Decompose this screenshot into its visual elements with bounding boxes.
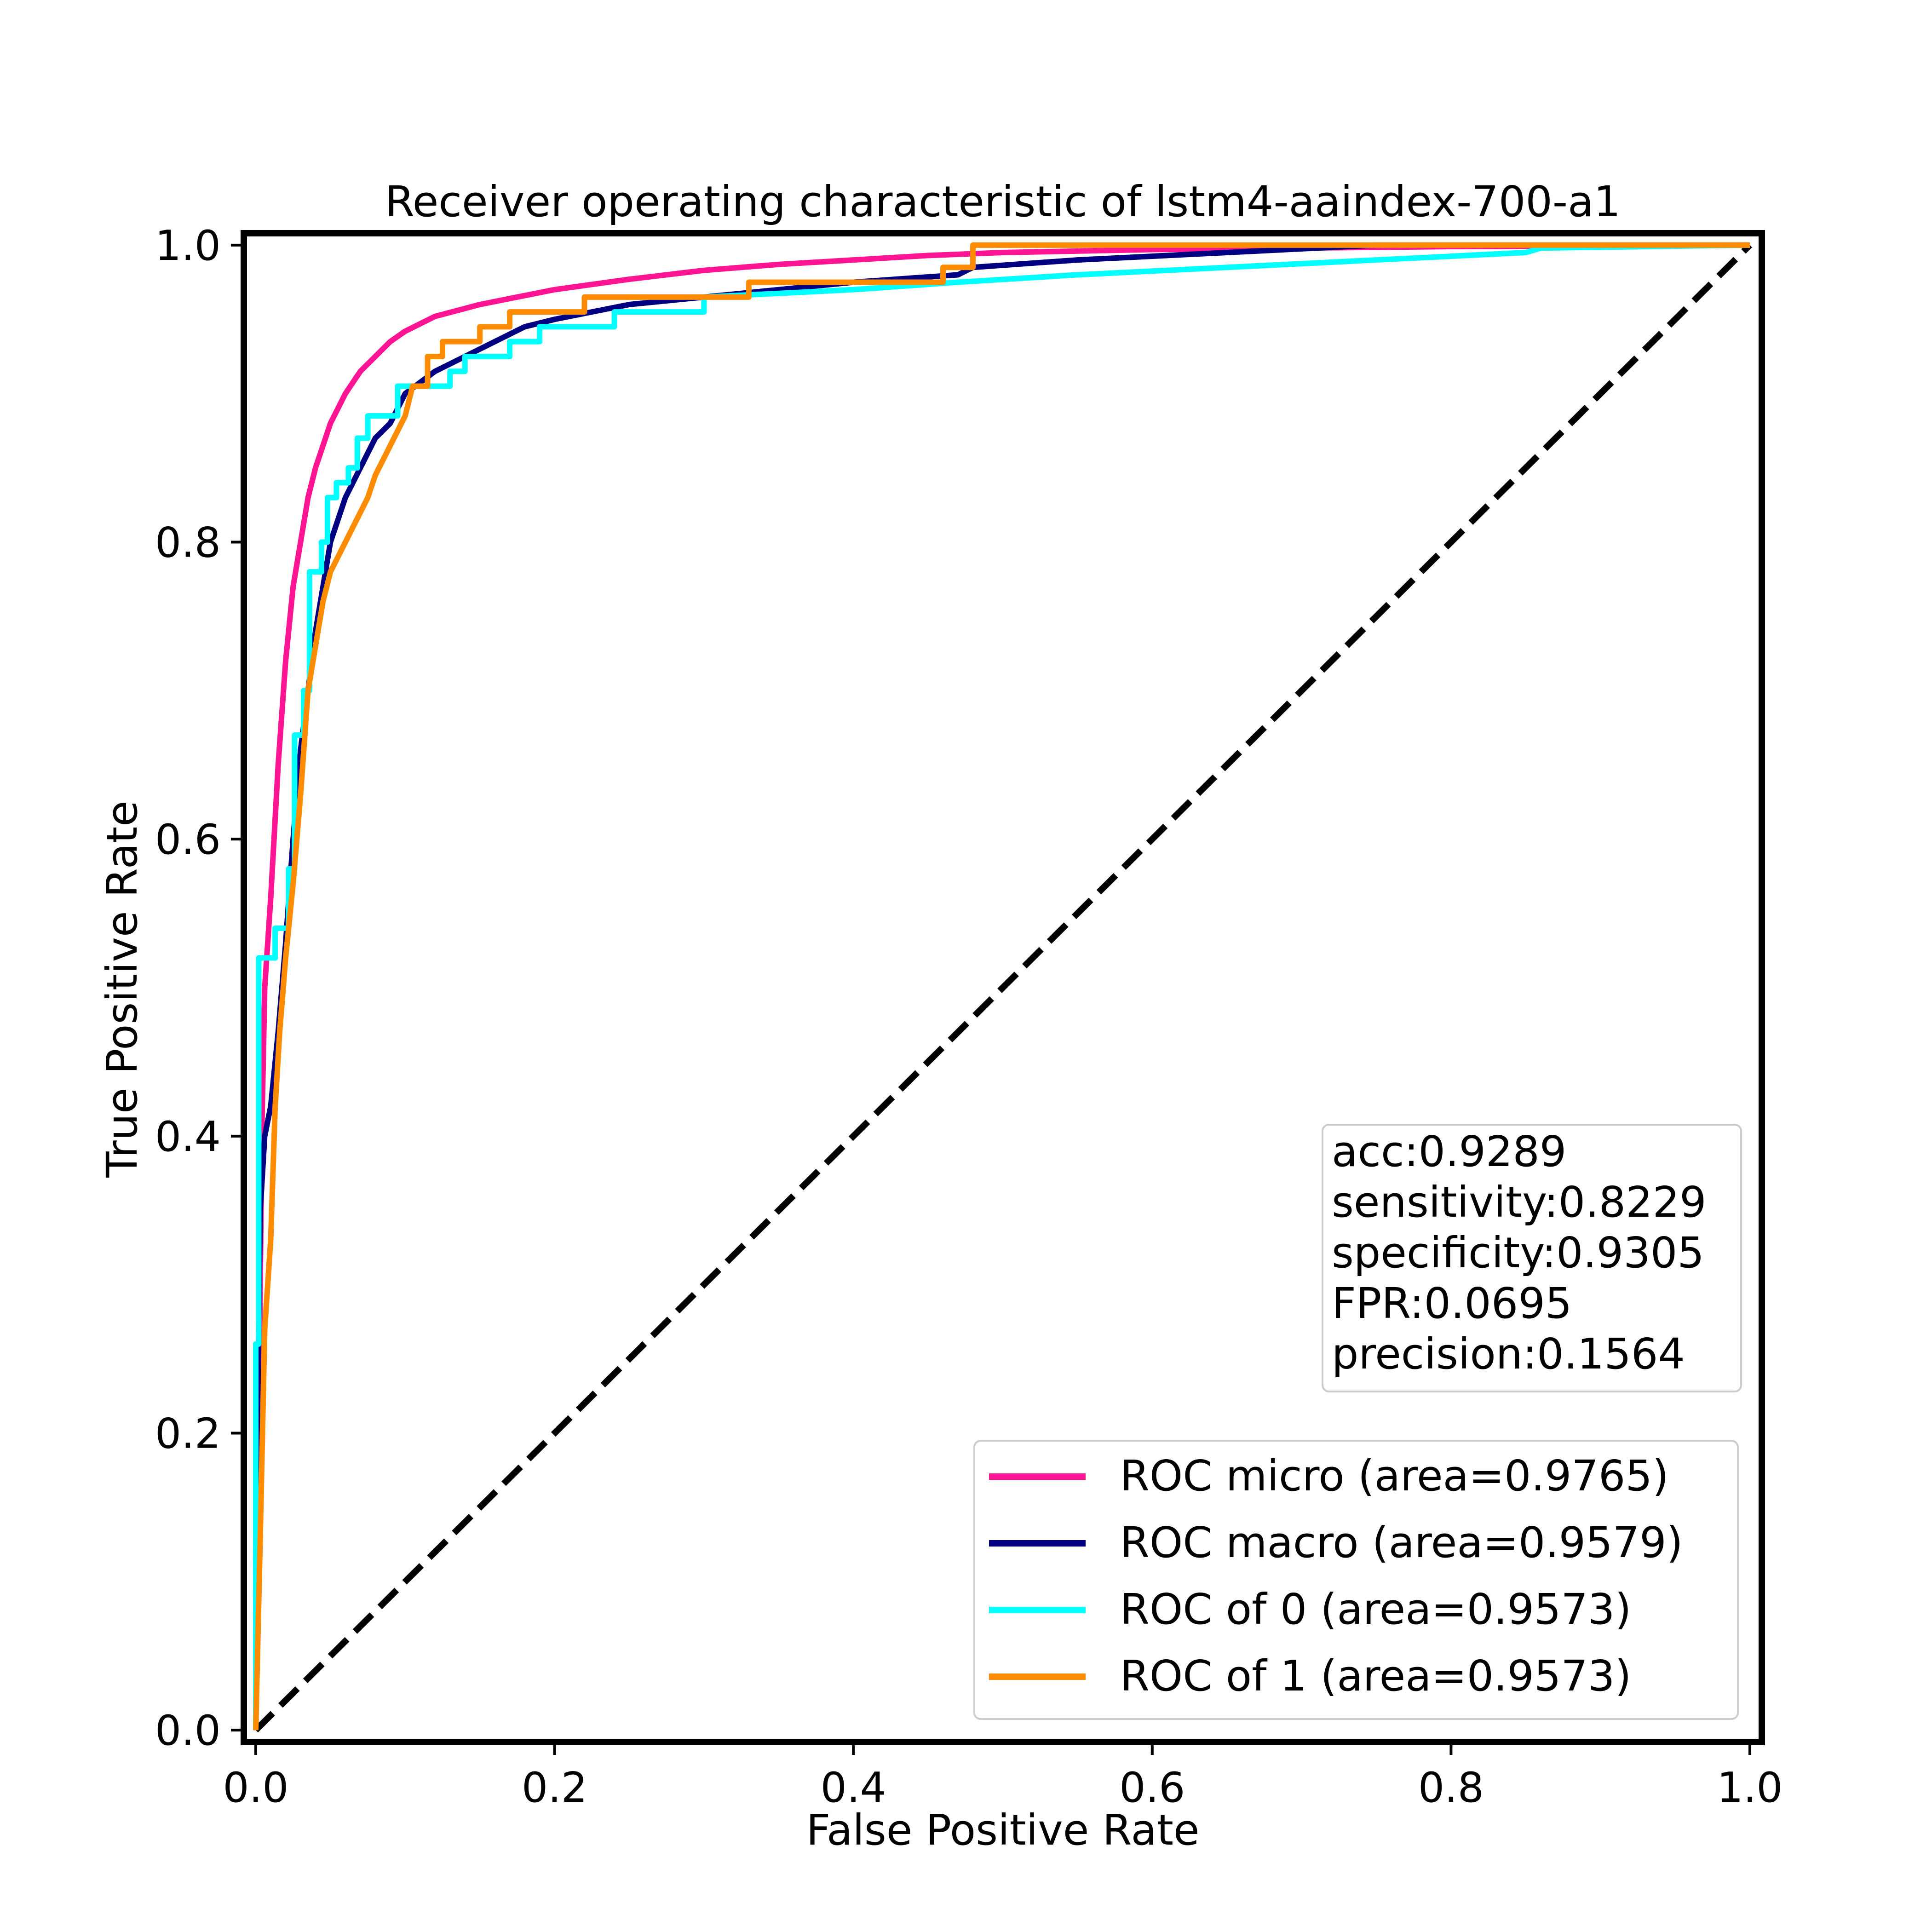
legend-label-macro: ROC macro (area=0.9579) xyxy=(1120,1518,1683,1567)
metric-precision: precision:0.1564 xyxy=(1332,1329,1685,1379)
x-tick-label: 0.8 xyxy=(1418,1764,1484,1812)
axis-ticks: 0.0 0.2 0.4 0.6 0.8 1.0 0.0 0.2 0.4 0.6 0.8 1.0 xyxy=(155,222,1783,1812)
legend-label-class-1: ROC of 1 (area=0.9573) xyxy=(1120,1651,1631,1701)
legend-frame xyxy=(973,1440,1739,1720)
metrics-box-frame xyxy=(1322,1124,1742,1392)
y-axis-label: True Positive Rate xyxy=(98,800,147,1178)
roc-micro-curve xyxy=(253,242,1750,1731)
plot-series xyxy=(253,242,1752,1733)
y-tick-label: 0.6 xyxy=(155,816,221,864)
plot-frame xyxy=(241,230,1765,1745)
legend-label-micro: ROC micro (area=0.9765) xyxy=(1120,1451,1669,1501)
x-tick-label: 0.6 xyxy=(1119,1764,1185,1812)
x-tick-label: 0.0 xyxy=(223,1764,288,1812)
roc-class-1-curve xyxy=(253,242,1750,1731)
y-tick-label: 0.4 xyxy=(155,1113,221,1161)
chance-diagonal-line xyxy=(253,242,1752,1733)
metric-sensitivity: sensitivity:0.8229 xyxy=(1332,1178,1707,1227)
x-tick-label: 0.4 xyxy=(821,1764,886,1812)
x-tick-label: 0.2 xyxy=(522,1764,587,1812)
x-axis-label: False Positive Rate xyxy=(806,1806,1199,1855)
x-tick-label: 1.0 xyxy=(1717,1764,1782,1812)
metrics-box: acc:0.9289 sensitivity:0.8229 specificit… xyxy=(1322,1124,1742,1392)
metric-acc: acc:0.9289 xyxy=(1332,1127,1566,1176)
chart-title: Receiver operating characteristic of lst… xyxy=(385,177,1621,226)
y-tick-label: 0.2 xyxy=(155,1410,221,1458)
y-tick-label: 0.8 xyxy=(155,518,221,567)
legend-label-class-0: ROC of 0 (area=0.9573) xyxy=(1120,1585,1631,1634)
metric-specificity: specificity:0.9305 xyxy=(1332,1228,1704,1277)
legend: ROC micro (area=0.9765) ROC macro (area=… xyxy=(973,1440,1739,1720)
metric-fpr: FPR:0.0695 xyxy=(1332,1279,1572,1328)
y-tick-label: 1.0 xyxy=(155,222,221,270)
y-tick-label: 0.0 xyxy=(155,1707,221,1755)
